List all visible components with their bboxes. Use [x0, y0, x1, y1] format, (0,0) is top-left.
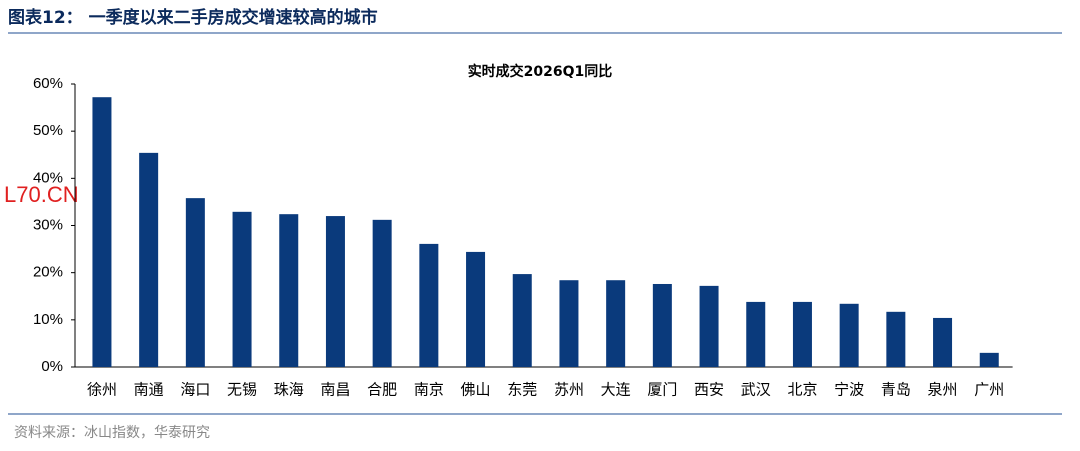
x-tick-label: 泉州 — [928, 381, 958, 399]
bar — [185, 198, 205, 367]
x-tick-label: 宁波 — [834, 381, 864, 399]
x-tick-label: 苏州 — [554, 381, 584, 399]
bar — [652, 283, 672, 367]
x-tick-label: 广州 — [974, 381, 1004, 399]
bar — [933, 317, 953, 367]
bar — [372, 219, 392, 367]
x-tick-label: 青岛 — [881, 381, 911, 399]
bar — [232, 211, 252, 367]
y-tick-label: 0% — [41, 358, 63, 375]
x-tick-label: 海口 — [180, 381, 210, 399]
x-tick-label: 厦门 — [647, 381, 677, 399]
bar — [559, 280, 579, 367]
y-tick-label: 50% — [33, 122, 63, 139]
x-tick-label: 合肥 — [367, 381, 397, 399]
bar — [139, 152, 159, 367]
x-tick-label: 武汉 — [741, 381, 771, 399]
x-tick-label: 南京 — [414, 381, 444, 399]
bar — [886, 311, 906, 367]
bar — [746, 301, 766, 367]
y-tick-label: 20% — [33, 264, 63, 281]
x-tick-label: 南通 — [134, 381, 164, 399]
watermark: L70.CN — [4, 182, 79, 207]
x-tick-label: 大连 — [601, 381, 631, 399]
x-tick-label: 西安 — [694, 381, 724, 399]
x-tick-label: 珠海 — [274, 381, 304, 399]
figure-title: 图表12： 一季度以来二手房成交增速较高的城市 — [8, 7, 378, 28]
source-note: 资料来源：冰山指数，华泰研究 — [14, 425, 210, 441]
bar — [839, 303, 859, 367]
x-tick-label: 南昌 — [320, 381, 350, 399]
x-tick-label: 北京 — [787, 381, 817, 399]
y-tick-label: 30% — [33, 216, 63, 233]
bar — [792, 301, 812, 367]
chart-title: 实时成交2026Q1同比 — [468, 63, 613, 80]
y-tick-label: 40% — [33, 169, 63, 186]
x-tick-label: 无锡 — [227, 381, 257, 399]
bar — [979, 352, 999, 367]
y-tick-label: 60% — [33, 75, 63, 92]
bar — [419, 243, 439, 367]
y-tick-label: 10% — [33, 311, 63, 328]
bar — [606, 280, 626, 367]
x-tick-label: 东莞 — [507, 381, 537, 399]
bar — [466, 251, 486, 367]
bar — [512, 274, 532, 367]
x-tick-label: 佛山 — [461, 381, 491, 399]
bar — [92, 97, 112, 367]
bar — [699, 285, 719, 367]
x-tick-label: 徐州 — [87, 381, 117, 399]
bar — [279, 214, 299, 367]
bar — [325, 216, 345, 367]
